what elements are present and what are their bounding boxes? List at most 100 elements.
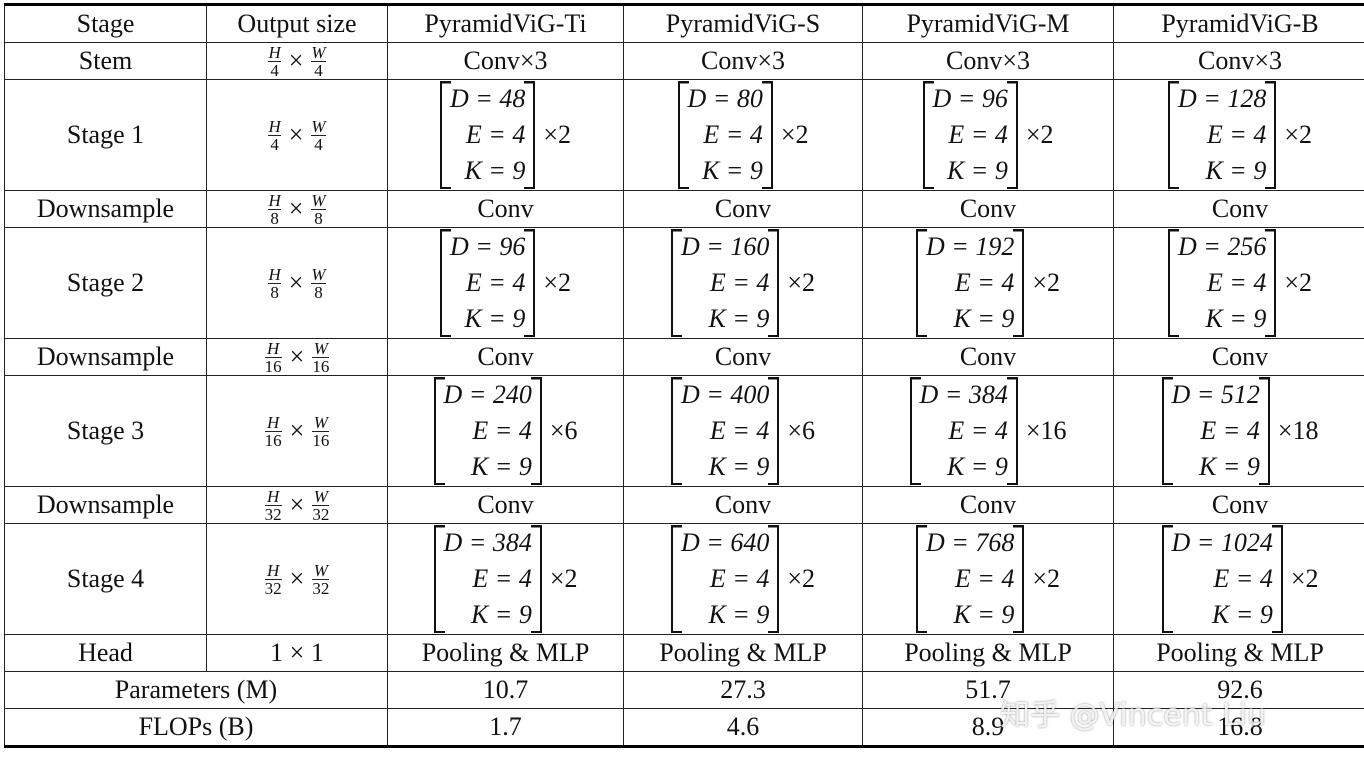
matrix-entry: K = 9	[701, 156, 763, 185]
repeat-count: ×2	[543, 268, 571, 297]
layer-cell: Conv	[862, 338, 1114, 376]
matrix: D = 1024 E = 4 K = 9	[1161, 525, 1283, 633]
repeat-count: ×2	[1032, 268, 1060, 297]
block-config: D = 192 E = 4 K = 9 ×2	[916, 229, 1060, 337]
output-size-cell: H 16 × W 16	[206, 338, 388, 376]
block-cell: D = 80 E = 4 K = 9 ×2	[623, 79, 863, 191]
matrix: D = 240 E = 4 K = 9	[433, 377, 542, 485]
layer-cell: Conv	[623, 190, 863, 228]
header-row: Stage Output size PyramidViG-Ti PyramidViG-…	[4, 4, 1364, 43]
matrix-entry: K = 9	[708, 304, 770, 333]
matrix: D = 384 E = 4 K = 9	[433, 525, 542, 633]
matrix-entry: E = 4	[465, 268, 526, 297]
block-cell: D = 96 E = 4 K = 9 ×2	[387, 227, 624, 339]
times: ×	[288, 46, 304, 75]
repeat-count: ×2	[543, 120, 571, 149]
block-config: D = 1024 E = 4 K = 9 ×2	[1161, 525, 1319, 633]
summary-value: 8.9	[862, 708, 1114, 747]
summary-value: 92.6	[1113, 671, 1364, 709]
block-cell: D = 48 E = 4 K = 9 ×2	[387, 79, 624, 191]
denominator: 4	[268, 60, 281, 80]
header-cell: PyramidViG-S	[623, 4, 863, 43]
fraction: W 16	[312, 414, 330, 450]
denominator: 4	[311, 60, 326, 79]
matrix-entry: K = 9	[470, 600, 532, 629]
layer-cell: Pooling & MLP	[1113, 634, 1364, 672]
block-config: D = 48 E = 4 K = 9 ×2	[440, 81, 571, 189]
block-cell: D = 96 E = 4 K = 9 ×2	[862, 79, 1114, 191]
layer-cell: Conv	[1113, 338, 1364, 376]
numerator: W	[313, 338, 328, 358]
matrix: D = 640 E = 4 K = 9	[671, 525, 780, 633]
layer-cell: Conv	[387, 338, 624, 376]
matrix: D = 80 E = 4 K = 9	[677, 81, 773, 189]
matrix-entry: D = 96	[932, 84, 1008, 113]
matrix-entry: D = 160	[681, 232, 770, 261]
matrix-entry: D = 128	[1178, 84, 1267, 113]
repeat-count: ×2	[1284, 120, 1312, 149]
table-row: Stem H 4 × W 4 Conv×3 Conv×3 Conv×3 Conv×3	[4, 42, 1364, 80]
matrix-entry: D = 192	[926, 232, 1015, 261]
denominator: 16	[312, 430, 330, 450]
matrix-entry: D = 768	[926, 528, 1015, 557]
denominator: 32	[264, 578, 282, 598]
block-cell: D = 640 E = 4 K = 9 ×2	[623, 523, 863, 635]
matrix: D = 96 E = 4 K = 9	[440, 229, 536, 337]
layer-cell: Conv	[623, 338, 863, 376]
matrix: D = 128 E = 4 K = 9	[1168, 81, 1277, 189]
output-size-cell: H 32 × W 32	[206, 486, 388, 524]
matrix-entry: K = 9	[464, 156, 526, 185]
denominator: 16	[264, 430, 282, 450]
times: ×	[288, 268, 304, 297]
block-config: D = 256 E = 4 K = 9 ×2	[1168, 229, 1312, 337]
matrix-entry: E = 4	[709, 416, 770, 445]
block-config: D = 640 E = 4 K = 9 ×2	[671, 525, 815, 633]
numerator: W	[311, 264, 326, 284]
output-size-cell: H 8 × W 8	[206, 227, 388, 339]
block-cell: D = 256 E = 4 K = 9 ×2	[1113, 227, 1364, 339]
matrix-entry: D = 80	[687, 84, 763, 113]
matrix-entry: D = 240	[443, 380, 532, 409]
matrix: D = 768 E = 4 K = 9	[916, 525, 1025, 633]
summary-label: Parameters (M)	[4, 671, 388, 709]
repeat-count: ×16	[1025, 416, 1067, 445]
denominator: 16	[312, 356, 330, 376]
stage-cell: Downsample	[4, 486, 207, 524]
block-cell: D = 400 E = 4 K = 9 ×6	[623, 375, 863, 487]
stage-cell: Stage 1	[4, 79, 207, 191]
matrix: D = 400 E = 4 K = 9	[671, 377, 780, 485]
block-cell: D = 160 E = 4 K = 9 ×2	[623, 227, 863, 339]
matrix-entry: E = 4	[472, 564, 532, 593]
denominator: 8	[311, 282, 326, 301]
matrix-entry: E = 4	[1206, 268, 1267, 297]
layer-cell: Conv×3	[623, 42, 863, 80]
block-config: D = 400 E = 4 K = 9 ×6	[671, 377, 815, 485]
matrix: D = 96 E = 4 K = 9	[922, 81, 1018, 189]
fraction: H 16	[264, 414, 282, 450]
repeat-count: ×2	[1025, 120, 1054, 149]
layer-cell: Conv	[387, 486, 624, 524]
layer-cell: Conv	[623, 486, 863, 524]
layer-cell: Conv	[387, 190, 624, 228]
stage-cell: Head	[4, 634, 207, 672]
table-row: Downsample H 32 × W 32 Conv Conv Conv Conv	[4, 486, 1364, 524]
layer-cell: Conv	[1113, 486, 1364, 524]
output-size-cell: H 8 × W 8	[206, 190, 388, 228]
output-size-cell: H 32 × W 32	[206, 523, 388, 635]
layer-cell: Pooling & MLP	[862, 634, 1114, 672]
block-config: D = 384 E = 4 K = 9 ×16	[909, 377, 1067, 485]
repeat-count: ×6	[787, 416, 815, 445]
fraction: W 16	[312, 338, 330, 376]
matrix-entry: E = 4	[1213, 564, 1273, 593]
watermark: 知乎 @Vincent Liu	[1000, 698, 1267, 733]
block-cell: D = 128 E = 4 K = 9 ×2	[1113, 79, 1364, 191]
table-row: Downsample H 8 × W 8 Conv Conv Conv Conv	[4, 190, 1364, 228]
matrix-entry: K = 9	[946, 156, 1008, 185]
